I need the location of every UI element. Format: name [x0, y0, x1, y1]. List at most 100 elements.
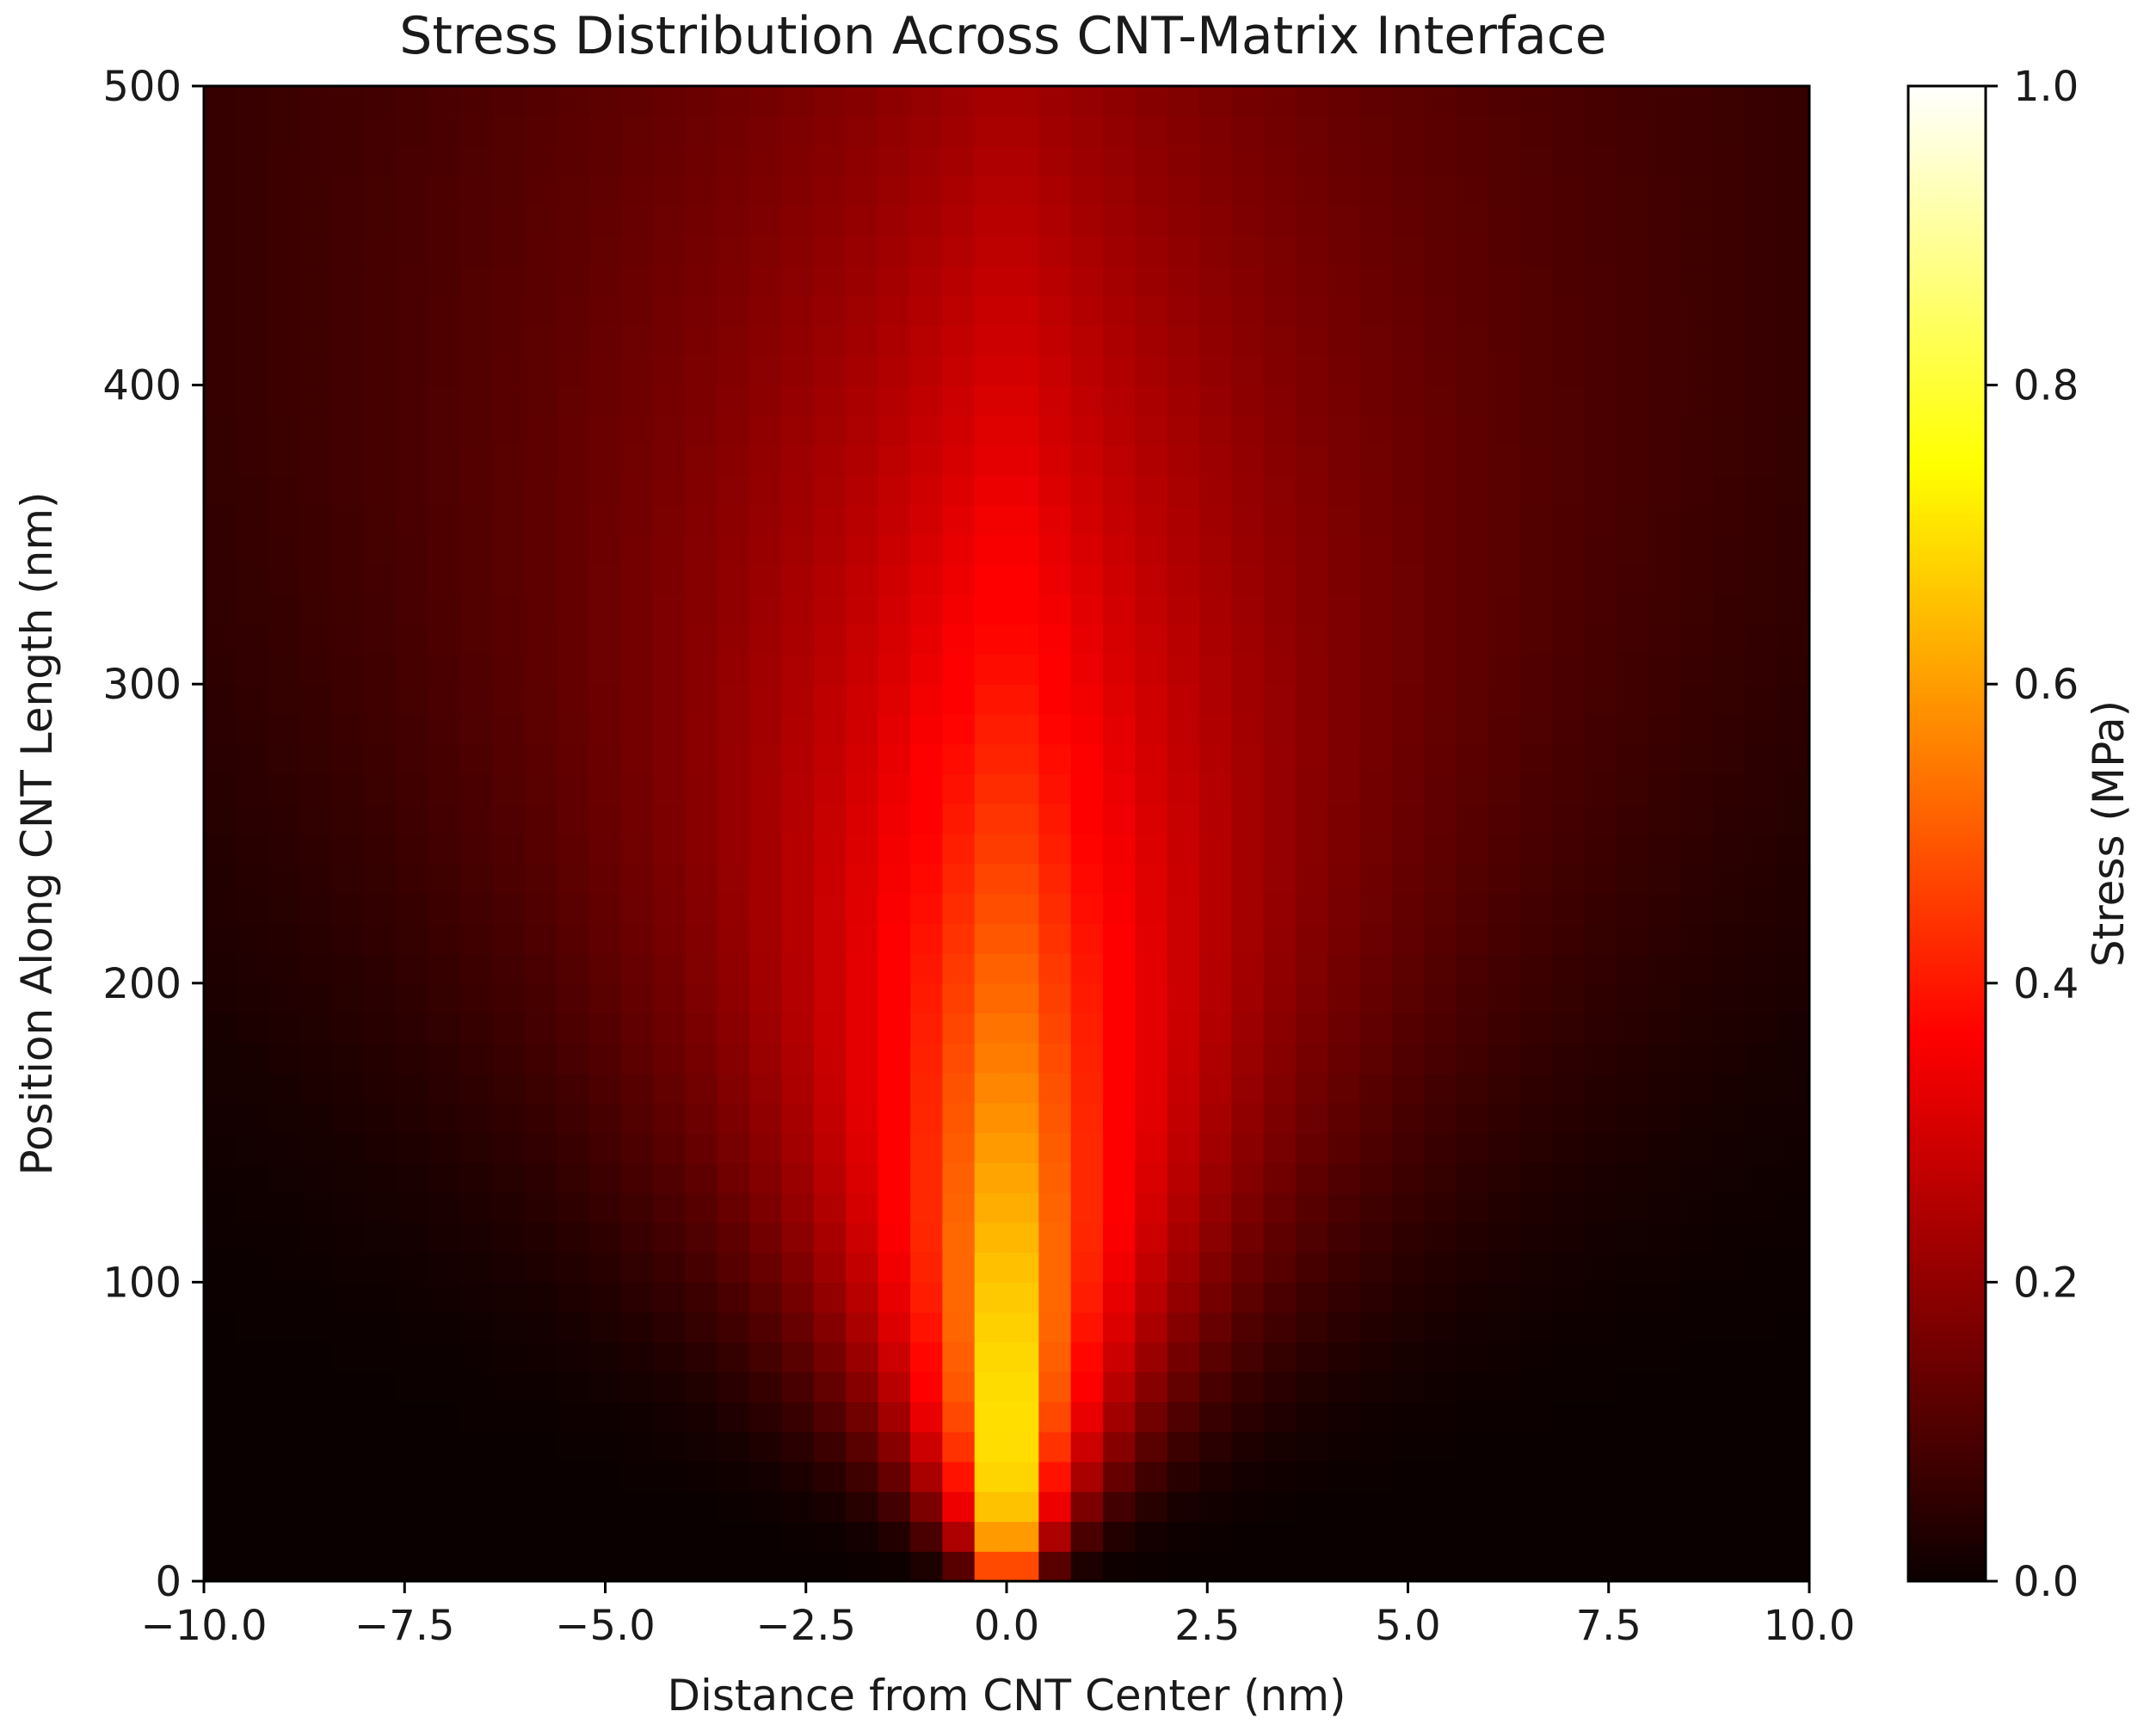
heatmap-cell [1135, 982, 1168, 1014]
heatmap-cell [1617, 175, 1649, 206]
heatmap-cell [236, 1043, 269, 1074]
heatmap-cell [1007, 1222, 1039, 1253]
heatmap-cell [1327, 1192, 1361, 1223]
heatmap-cell [1520, 834, 1554, 865]
heatmap-cell [364, 803, 397, 834]
heatmap-cell [974, 1192, 1007, 1223]
heatmap-cell [1007, 1013, 1039, 1044]
heatmap-cell [1038, 1162, 1072, 1193]
heatmap-cell [1648, 713, 1682, 745]
heatmap-cell [492, 743, 526, 775]
heatmap-cell [364, 1551, 397, 1582]
heatmap-cell [460, 1013, 494, 1044]
heatmap-cell [781, 1222, 815, 1253]
heatmap-cell [621, 1252, 655, 1283]
heatmap-cell [1520, 863, 1554, 895]
heatmap-cell [1680, 325, 1714, 356]
heatmap-cell [557, 1252, 590, 1283]
heatmap-cell [460, 1551, 494, 1582]
heatmap-cell [1456, 1102, 1489, 1134]
heatmap-cell [1713, 86, 1746, 117]
heatmap-cell [1167, 1312, 1200, 1343]
heatmap-cell [1198, 385, 1232, 416]
heatmap-cell [1295, 354, 1328, 386]
heatmap-cell [1745, 1401, 1778, 1432]
heatmap-cell [1038, 982, 1072, 1014]
heatmap-cell [910, 206, 943, 237]
heatmap-cell [1617, 1073, 1649, 1104]
heatmap-cell [1584, 115, 1617, 147]
heatmap-cell [1584, 1192, 1617, 1223]
heatmap-cell [525, 295, 558, 326]
heatmap-cell [1135, 1102, 1168, 1134]
heatmap-cell [204, 803, 237, 834]
heatmap-cell [1327, 354, 1361, 386]
heatmap-cell [1359, 1073, 1393, 1104]
heatmap-cell [878, 1043, 911, 1074]
heatmap-cell [492, 713, 526, 745]
heatmap-cell [1198, 86, 1232, 117]
heatmap-cell [1231, 773, 1265, 804]
heatmap-cell [332, 385, 366, 416]
heatmap-cell [299, 1013, 333, 1044]
heatmap-cell [1680, 982, 1714, 1014]
heatmap-cell [236, 863, 269, 895]
heatmap-cell [1070, 1102, 1104, 1134]
heatmap-cell [1713, 385, 1746, 416]
heatmap-cell [1198, 1192, 1232, 1223]
heatmap-cell [878, 1132, 911, 1163]
heatmap-cell [1231, 1521, 1265, 1552]
heatmap-cell [396, 86, 429, 117]
colorbar [1907, 84, 1987, 1583]
heatmap-cell [781, 206, 815, 237]
heatmap-cell [942, 1043, 976, 1074]
heatmap-cell [1263, 1102, 1297, 1134]
heatmap-cell [942, 773, 976, 804]
heatmap-cell [1070, 445, 1104, 476]
heatmap-cell [332, 624, 366, 656]
heatmap-cell [1038, 175, 1072, 206]
heatmap-cell [1198, 654, 1232, 685]
heatmap-cell [1617, 564, 1649, 595]
heatmap-cell [1295, 1491, 1328, 1523]
heatmap-cell [1456, 1521, 1489, 1552]
heatmap-cell [974, 1491, 1007, 1523]
heatmap-cell [1488, 1222, 1521, 1253]
heatmap-cell [1520, 594, 1554, 625]
heatmap-cell [1038, 115, 1072, 147]
heatmap-cell [910, 175, 943, 206]
heatmap-cell [1552, 564, 1586, 595]
heatmap-cell [204, 1222, 237, 1253]
heatmap-cell [1552, 445, 1586, 476]
heatmap-cell [236, 1252, 269, 1283]
heatmap-cell [332, 803, 366, 834]
heatmap-cell [718, 1043, 751, 1074]
heatmap-cell [1552, 1192, 1586, 1223]
heatmap-cell [1520, 982, 1554, 1014]
heatmap-cell [1167, 1222, 1200, 1253]
heatmap-cell [460, 385, 494, 416]
heatmap-cell [1070, 415, 1104, 446]
heatmap-cell [396, 1073, 429, 1104]
heatmap-cell [942, 1252, 976, 1283]
heatmap-cell [1070, 354, 1104, 386]
heatmap-cell [846, 624, 879, 656]
heatmap-cell [492, 1491, 526, 1523]
heatmap-cell [1263, 834, 1297, 865]
heatmap-cell [1295, 1521, 1328, 1552]
heatmap-cell [1745, 1431, 1778, 1462]
heatmap-cell [1359, 1491, 1393, 1523]
heatmap-cell [1263, 206, 1297, 237]
heatmap-cell [814, 1282, 847, 1313]
heatmap-cell [1263, 385, 1297, 416]
heatmap-cell [1038, 1043, 1072, 1074]
heatmap-cell [204, 863, 237, 895]
heatmap-cell [974, 982, 1007, 1014]
heatmap-cell [588, 564, 622, 595]
heatmap-cell [718, 564, 751, 595]
heatmap-cell [460, 654, 494, 685]
heatmap-cell [1295, 86, 1328, 117]
heatmap-cell [1488, 474, 1521, 506]
heatmap-cell [942, 445, 976, 476]
